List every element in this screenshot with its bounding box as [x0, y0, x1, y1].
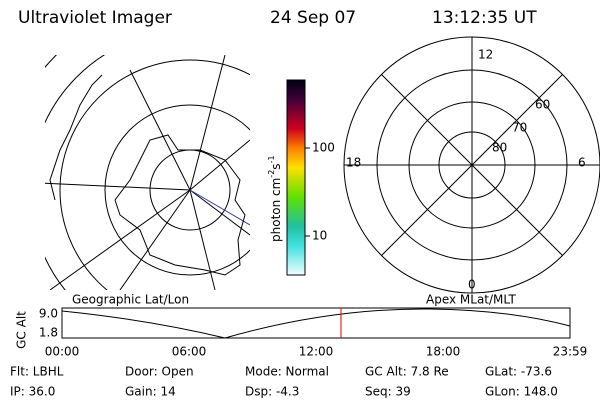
- status-field: Gain: 14: [125, 385, 176, 399]
- polar-map: [343, 36, 600, 294]
- status-field: Dsp: -4.3: [245, 385, 299, 399]
- map-label: Apex MLat/MLT: [426, 293, 516, 307]
- y-label: GC Alt: [15, 311, 29, 349]
- x-tick-label: 18:00: [426, 345, 461, 359]
- status-field: GC Alt: 7.8 Re: [365, 365, 449, 379]
- map-label: Geographic Lat/Lon: [72, 293, 189, 307]
- status-field: GLat: -73.6: [485, 365, 552, 379]
- status-field: Mode: Normal: [245, 365, 329, 379]
- status-field: Flt: LBHL: [10, 365, 64, 379]
- x-tick-label: 23:59: [553, 345, 588, 359]
- colorbar-tick-label: 10: [312, 229, 327, 243]
- altitude-plot: [61, 307, 571, 339]
- status-field: GLon: 148.0: [485, 385, 558, 399]
- label-part: photon cm: [269, 178, 283, 242]
- x-tick-label: 00:00: [45, 345, 80, 359]
- geographic-map: [45, 55, 250, 290]
- status-field: IP: 36.0: [10, 385, 55, 399]
- colorbar-tick-label: 100: [312, 141, 335, 155]
- status-field: Seq: 39: [365, 385, 411, 399]
- time: 13:12:35 UT: [432, 8, 537, 28]
- label-sup: -1: [267, 155, 276, 163]
- mlt-label: 0: [468, 278, 476, 292]
- label-sup: -2: [267, 170, 276, 178]
- mlt-label: 12: [478, 48, 493, 62]
- colorbar-label: photon cm-2s-1: [267, 155, 283, 242]
- x-tick-label: 06:00: [172, 345, 207, 359]
- x-tick-label: 12:00: [299, 345, 334, 359]
- colorbar: [286, 79, 306, 276]
- mlt-label: 6: [578, 156, 586, 170]
- status-field: Door: Open: [125, 365, 194, 379]
- label-part: s: [269, 163, 283, 169]
- y-tick-label: 9.0: [39, 307, 58, 321]
- y-tick-label: 1.8: [39, 326, 58, 340]
- mlat-label: 60: [535, 98, 550, 112]
- date: 24 Sep 07: [270, 8, 356, 28]
- mlat-label: 80: [492, 141, 507, 155]
- mlt-label: 18: [346, 156, 361, 170]
- title: Ultraviolet Imager: [18, 8, 172, 28]
- altitude-curve: [61, 308, 571, 339]
- mlat-label: 70: [512, 121, 527, 135]
